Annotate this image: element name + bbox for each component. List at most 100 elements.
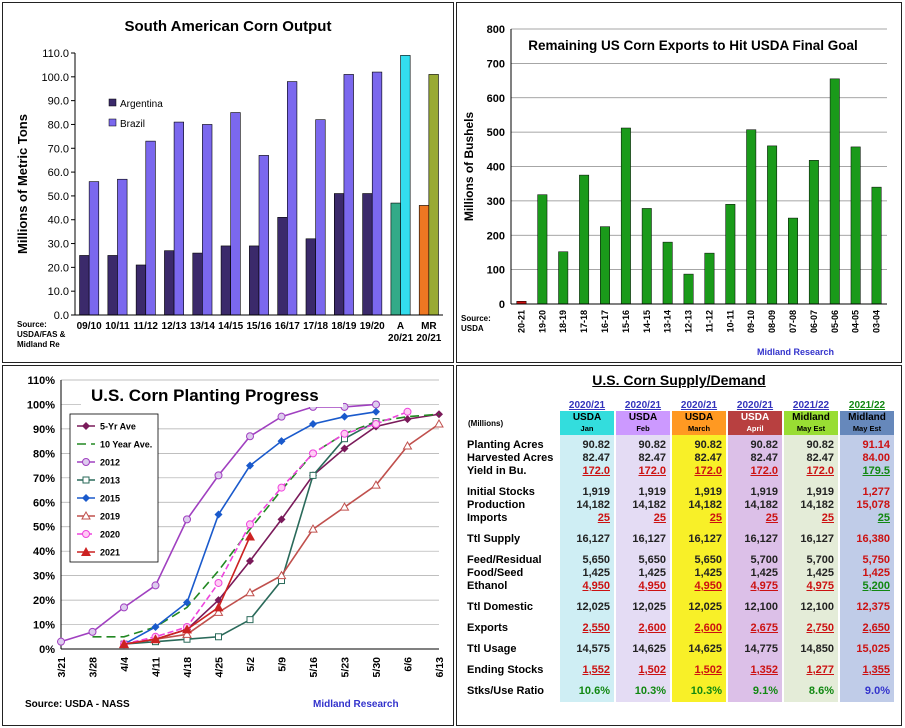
bar-brazil: [89, 182, 99, 315]
row-value: 5,700: [783, 554, 839, 567]
y-tick-label: 20%: [33, 595, 55, 607]
spacer-row: [467, 656, 895, 664]
bar: [559, 252, 568, 304]
spacer-cell: [783, 698, 839, 702]
row-value: 1,425: [615, 567, 671, 580]
header-source-name: USDA: [560, 412, 614, 423]
x-tick-label: 16/17: [275, 321, 300, 332]
spacer-cell: [467, 698, 559, 702]
row-value: 5,650: [671, 554, 727, 567]
spacer-cell: [559, 478, 615, 486]
planting-progress-chart: 0%10%20%30%40%50%60%70%80%90%100%110%3/2…: [3, 366, 453, 725]
y-axis-label: Millions of Metric Tons: [15, 114, 30, 254]
bar: [767, 146, 776, 304]
x-tick-label: 17/18: [303, 321, 328, 332]
row-value: 8.6%: [783, 685, 839, 698]
bar: [705, 253, 714, 304]
bar-argentina: [363, 194, 373, 315]
header-source-name: USDA: [728, 412, 782, 423]
x-tick-label: 15/16: [246, 321, 271, 332]
row-label: Initial Stocks: [467, 486, 559, 499]
row-value: 5,200: [839, 580, 895, 593]
remaining-exports-chart: 0100200300400500600700800Remaining US Co…: [457, 3, 901, 362]
units-label: (Millions): [467, 411, 559, 435]
x-tick-label: 05-06: [830, 310, 840, 333]
chart-title: South American Corn Output: [125, 18, 332, 35]
spacer-cell: [559, 525, 615, 533]
x-tick-label: 03-04: [872, 310, 882, 333]
spacer-cell: [615, 546, 671, 554]
marker: [278, 413, 285, 420]
y-tick-label: 300: [487, 196, 505, 208]
series-5-yr-ave: [120, 410, 443, 648]
y-tick-label: 0: [499, 299, 505, 311]
x-tick-label: 5/2: [245, 657, 257, 672]
row-value: 12,100: [727, 601, 783, 614]
table-row: Planting Acres 90.82 90.82 90.82 90.82 90.82 9…: [467, 439, 895, 452]
row-value: 14,575: [559, 643, 615, 656]
x-tick-label: 15-16: [621, 310, 631, 333]
x-tick-label: 6/6: [403, 657, 415, 672]
marker: [89, 628, 96, 635]
spacer-cell: [727, 614, 783, 622]
spacer-row: [467, 614, 895, 622]
marker: [404, 442, 412, 449]
y-tick-label: 40.0: [48, 215, 69, 227]
row-value: 15,025: [839, 643, 895, 656]
y-tick-label: 80%: [33, 448, 55, 460]
bar-brazil: [401, 55, 411, 315]
row-value: 5,650: [615, 554, 671, 567]
header-year: 2020/21: [559, 400, 615, 411]
x-tick-label: 5/23: [340, 657, 352, 678]
row-value: 1,919: [559, 486, 615, 499]
row-value: 172.0: [559, 465, 615, 478]
marker: [152, 582, 159, 589]
row-label: Exports: [467, 622, 559, 635]
bar-brazil: [372, 72, 382, 315]
legend: 5-Yr Ave10 Year Ave.20122013201520192020…: [70, 414, 158, 562]
x-tick-label: 20/21: [388, 333, 413, 344]
header-source-name: USDA: [672, 412, 726, 423]
source-text: Source:: [461, 314, 491, 323]
spacer-cell: [671, 677, 727, 685]
row-label: Production: [467, 499, 559, 512]
header-source: USDA April: [727, 411, 783, 435]
header-source-sub: April: [728, 423, 782, 434]
row-value: 16,127: [727, 533, 783, 546]
y-tick-label: 700: [487, 58, 505, 70]
row-value: 90.82: [559, 439, 615, 452]
bar: [538, 195, 547, 304]
spacer-cell: [839, 698, 895, 702]
y-tick-label: 10%: [33, 620, 55, 632]
marker: [246, 589, 254, 596]
marker: [309, 525, 317, 532]
row-value: 12,025: [559, 601, 615, 614]
bar: [663, 242, 672, 304]
table-row: Production 14,182 14,182 14,182 14,182 14,182…: [467, 499, 895, 512]
spacer-cell: [467, 656, 559, 664]
credit-text: Midland Research: [313, 699, 399, 710]
spacer-cell: [615, 635, 671, 643]
x-tick-label: 5/30: [371, 657, 383, 678]
supply-demand-title: U.S. Corn Supply/Demand: [457, 372, 901, 388]
row-value: 172.0: [727, 465, 783, 478]
spacer-cell: [559, 677, 615, 685]
row-value: 1,277: [783, 664, 839, 677]
x-tick-label: 09-10: [746, 310, 756, 333]
row-value: 5,650: [559, 554, 615, 567]
table-row: Food/Seed 1,425 1,425 1,425 1,425 1,425 1,425: [467, 567, 895, 580]
south-american-corn-chart: South American Corn Output0.010.020.030.…: [3, 3, 453, 362]
marker: [404, 408, 411, 415]
header-source: USDA Jan: [559, 411, 615, 435]
series-2019: [120, 420, 443, 647]
bar-brazil: [174, 122, 184, 315]
spacer-cell: [559, 635, 615, 643]
y-tick-label: 110%: [27, 375, 55, 387]
row-value: 82.47: [615, 452, 671, 465]
row-value: 1,425: [783, 567, 839, 580]
bar-argentina: [193, 253, 203, 315]
bar-brazil: [202, 124, 212, 315]
x-tick-label: 14/15: [218, 321, 243, 332]
row-value: 1,919: [727, 486, 783, 499]
x-tick-label: 08-09: [767, 310, 777, 333]
